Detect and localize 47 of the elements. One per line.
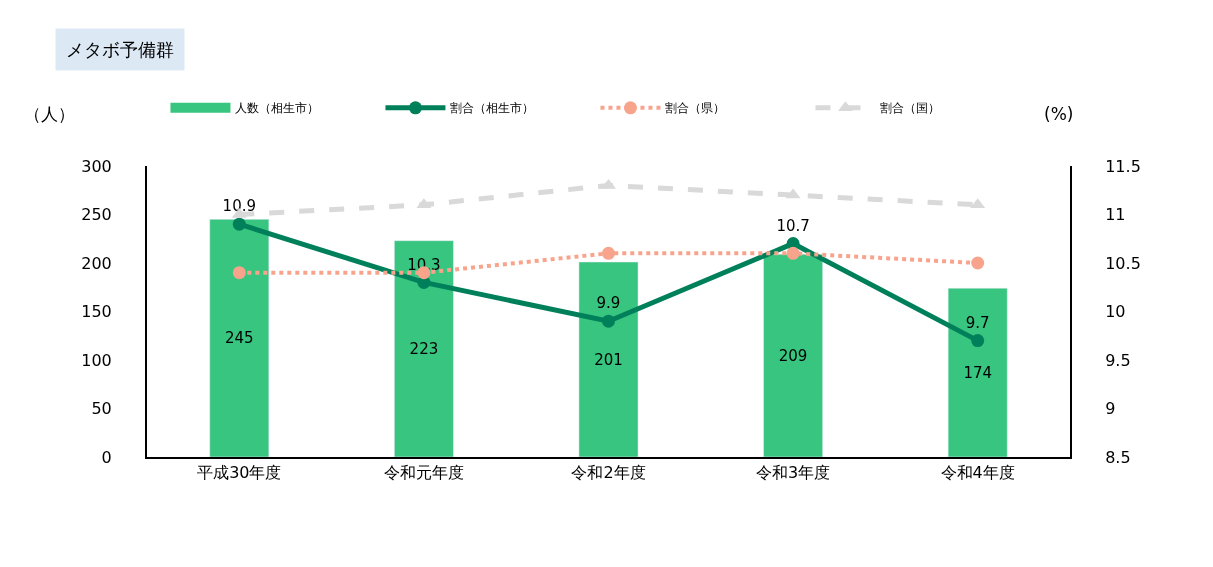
data-label: 174 (963, 363, 993, 382)
point (971, 256, 985, 270)
data-label: 10.9 (222, 197, 256, 216)
x-tick-label: 令和元年度 (383, 463, 464, 483)
y-tick-label: 150 (81, 302, 112, 322)
data-label: 223 (409, 339, 439, 358)
y2-tick-label: 9.5 (1105, 350, 1131, 370)
y2-tick-label: 11 (1105, 205, 1126, 225)
y-tick-label: 200 (81, 253, 112, 273)
bar (947, 287, 1008, 457)
bar (209, 219, 270, 457)
legend-label: 割合（相生市） (450, 101, 535, 116)
point (971, 334, 985, 348)
y-tick-label: 0 (101, 447, 112, 467)
data-label: 9.7 (965, 313, 990, 332)
x-tick-label: 令和4年度 (940, 463, 1015, 483)
point (232, 217, 246, 231)
legend-label: 割合（国） (880, 101, 941, 116)
point (786, 246, 800, 260)
x-tick-label: 平成30年度 (197, 463, 282, 483)
bar (578, 261, 639, 457)
bar (763, 254, 823, 457)
x-tick-label: 令和3年度 (756, 463, 831, 483)
point (602, 314, 615, 328)
y-tick-label: 250 (81, 205, 112, 225)
chart-title: メタボ予備群 (66, 39, 174, 60)
x-tick-label: 令和2年度 (571, 463, 646, 483)
y2-tick-label: 8.5 (1105, 447, 1131, 467)
y2-tick-label: 11.5 (1105, 156, 1141, 176)
y2-tick-label: 9 (1105, 399, 1116, 419)
y2-tick-label: 10.5 (1105, 253, 1141, 273)
y2-axis-title: (%) (1044, 104, 1074, 124)
legend-label: 人数（相生市） (235, 101, 320, 116)
point (602, 246, 615, 260)
point (232, 266, 246, 280)
data-label: 9.9 (596, 294, 621, 313)
data-label: 201 (594, 350, 623, 369)
y2-tick-label: 10 (1105, 302, 1126, 322)
y-tick-label: 100 (81, 350, 112, 370)
data-label: 209 (778, 346, 808, 365)
data-label: 245 (224, 329, 254, 348)
bar (394, 240, 454, 457)
legend-label: 割合（県） (665, 101, 726, 116)
y-tick-label: 300 (81, 156, 112, 176)
data-label: 10.7 (776, 216, 810, 235)
y-axis-title: （人） (24, 104, 75, 124)
y-tick-label: 50 (91, 399, 112, 419)
